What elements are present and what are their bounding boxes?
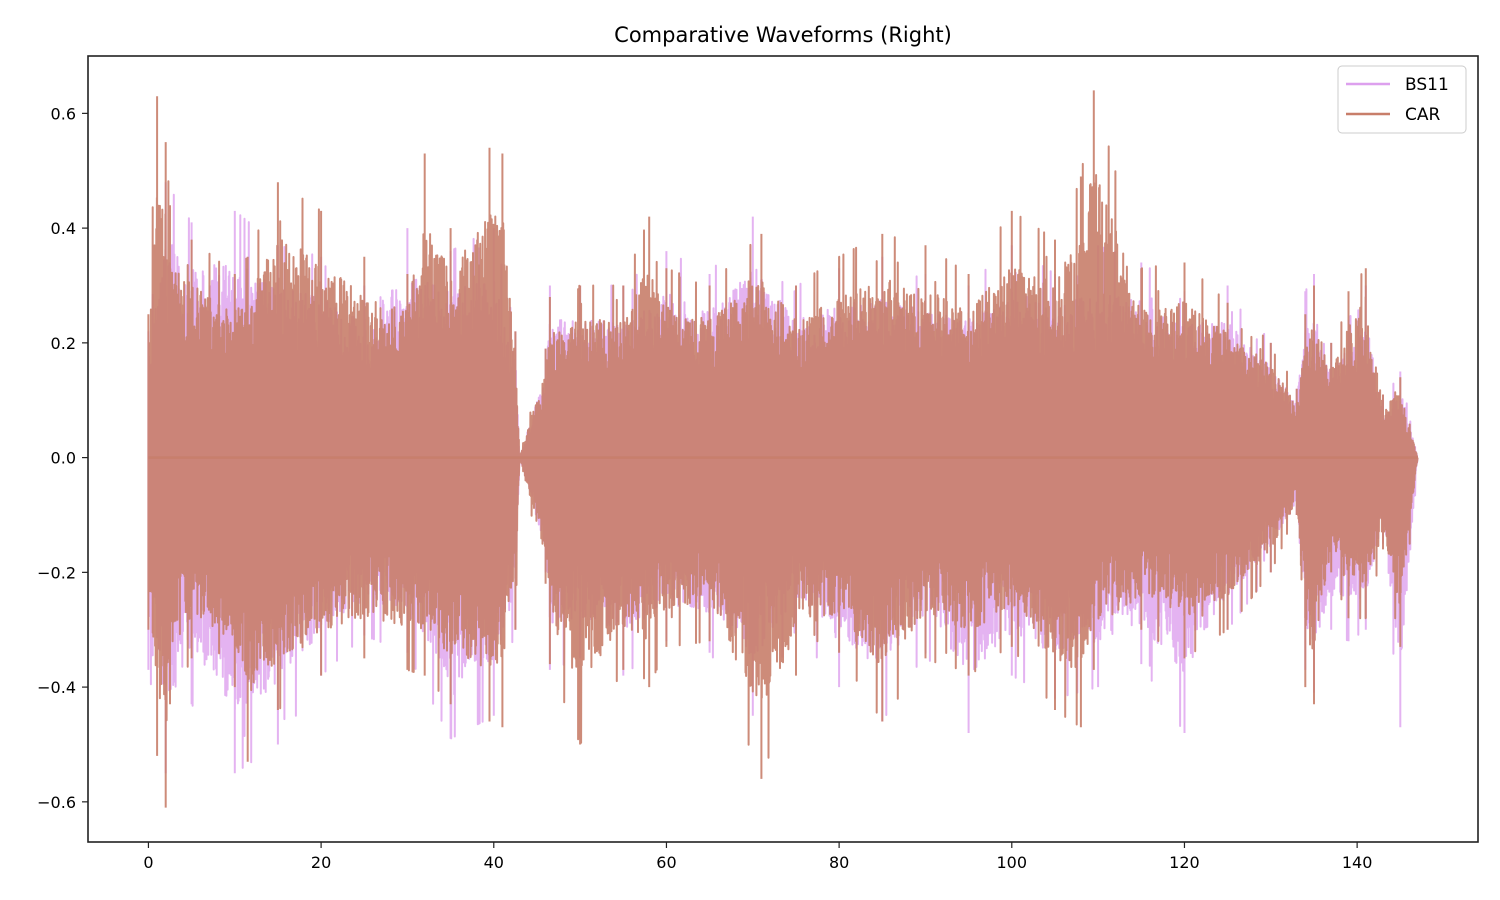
legend-bs11-label: BS11 <box>1405 75 1449 95</box>
chart-title: Comparative Waveforms (Right) <box>614 23 952 47</box>
y-tick-label: 0.2 <box>51 334 76 353</box>
legend: BS11 CAR <box>1337 65 1467 134</box>
x-tick-label: 100 <box>997 853 1028 872</box>
x-tick-label: 120 <box>1169 853 1200 872</box>
y-tick-label: 0.4 <box>51 219 76 238</box>
x-axis: 0 20 40 60 80 100 120 140 <box>143 842 1372 872</box>
y-tick-label: 0.6 <box>51 104 76 123</box>
legend-car-label: CAR <box>1405 105 1440 125</box>
axes-frame <box>87 55 1479 843</box>
x-tick-label: 20 <box>311 853 331 872</box>
x-tick-label: 40 <box>484 853 504 872</box>
series-car-waveform <box>147 90 1419 808</box>
y-tick-label: −0.4 <box>37 678 76 697</box>
plot-area <box>147 90 1419 808</box>
x-tick-label: 60 <box>656 853 676 872</box>
y-tick-label: 0.0 <box>51 449 76 468</box>
y-tick-label: −0.2 <box>37 563 76 582</box>
x-tick-label: 0 <box>143 853 153 872</box>
x-tick-label: 140 <box>1342 853 1373 872</box>
x-tick-label: 80 <box>829 853 849 872</box>
y-axis: −0.6 −0.4 −0.2 0.0 0.2 0.4 0.6 <box>37 104 88 812</box>
y-tick-label: −0.6 <box>37 793 76 812</box>
